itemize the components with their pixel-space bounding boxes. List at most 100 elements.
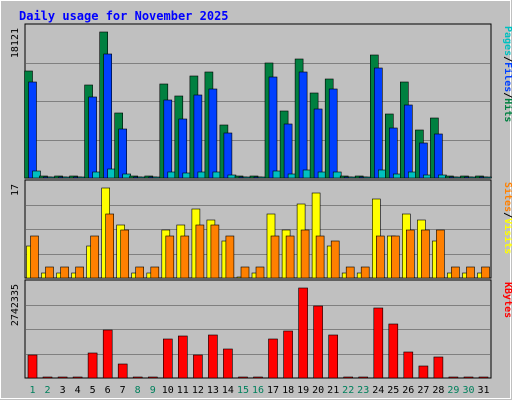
bar-sites-day-30 <box>466 266 475 279</box>
day-label-5: 5 <box>90 385 96 396</box>
panel-kbytes: 2742335 KBytes <box>10 279 512 379</box>
day-label-14: 14 <box>222 385 234 396</box>
bar-pages-day-8 <box>137 176 146 179</box>
bar-sites-day-28 <box>436 229 445 279</box>
axis-max-label: 18121 <box>10 28 21 58</box>
day-label-13: 13 <box>207 385 219 396</box>
day-label-11: 11 <box>177 385 189 396</box>
bar-kbytes-day-23 <box>358 376 369 379</box>
bar-sites-day-20 <box>315 235 325 279</box>
bar-kbytes-day-9 <box>148 376 158 379</box>
day-label-8: 8 <box>135 385 141 396</box>
bar-files-day-21 <box>328 88 338 179</box>
bar-files-day-13 <box>208 88 218 179</box>
bar-kbytes-day-8 <box>132 376 143 379</box>
bar-pages-day-26 <box>407 171 417 179</box>
bar-pages-day-21 <box>332 171 342 179</box>
bar-sites-day-10 <box>165 235 175 279</box>
day-label-18: 18 <box>282 385 294 396</box>
legend-entry-pages: Pages <box>502 26 512 56</box>
day-label-12: 12 <box>192 385 204 396</box>
bar-files-day-11 <box>178 118 188 179</box>
bar-kbytes-day-20 <box>313 305 323 379</box>
day-label-15: 15 <box>237 385 249 396</box>
bar-kbytes-day-6 <box>102 329 113 379</box>
day-label-16: 16 <box>252 385 264 396</box>
legend-kbytes: KBytes <box>502 282 512 318</box>
bar-files-day-12 <box>193 94 203 179</box>
bar-sites-day-18 <box>285 235 295 279</box>
legend-entry-kbytes: KBytes <box>502 282 512 318</box>
bar-kbytes-day-1 <box>27 354 38 379</box>
bar-pages-day-20 <box>317 171 327 179</box>
bar-sites-day-31 <box>481 266 490 279</box>
bar-files-day-10 <box>163 99 173 179</box>
legend-visits-sites: Sites/Visits <box>502 182 512 254</box>
bar-kbytes-day-17 <box>268 338 278 379</box>
bar-kbytes-day-16 <box>253 376 263 379</box>
day-label-20: 20 <box>312 385 324 396</box>
bar-kbytes-day-2 <box>42 376 53 379</box>
legend-entry-sites: Sites <box>502 182 512 212</box>
bar-sites-day-23 <box>360 266 370 279</box>
day-label-29: 29 <box>447 385 459 396</box>
day-label-7: 7 <box>120 385 126 396</box>
bar-kbytes-day-13 <box>208 334 218 379</box>
bar-kbytes-day-27 <box>418 365 429 379</box>
bar-files-day-19 <box>298 71 308 179</box>
day-label-26: 26 <box>402 385 414 396</box>
day-label-23: 23 <box>357 385 369 396</box>
bar-sites-day-17 <box>270 235 280 279</box>
legend-separator: / <box>502 92 512 98</box>
day-label-30: 30 <box>462 385 474 396</box>
bar-files-day-6 <box>103 53 112 179</box>
day-label-17: 17 <box>267 385 279 396</box>
bar-sites-day-9 <box>150 266 160 279</box>
bar-sites-day-4 <box>75 266 84 279</box>
bar-sites-day-6 <box>105 213 114 279</box>
bar-sites-day-19 <box>300 229 310 279</box>
bar-sites-day-12 <box>195 224 205 279</box>
axis-max-label: 2742335 <box>10 284 21 326</box>
bar-files-day-20 <box>313 108 323 179</box>
day-label-24: 24 <box>372 385 384 396</box>
bar-kbytes-day-30 <box>463 376 474 379</box>
bar-files-day-25 <box>388 127 398 179</box>
day-label-27: 27 <box>417 385 429 396</box>
day-labels: 1 2 3 4 5 6 7 8 9 10 11 12 13 14 15 16 17 18 19 20 21 22 23 24 2… <box>29 385 489 396</box>
bar-kbytes-day-14 <box>223 348 233 379</box>
bar-kbytes-day-28 <box>433 356 444 379</box>
bar-pages-day-31 <box>483 176 492 179</box>
legend-entry-visits: Visits <box>502 218 512 254</box>
bar-sites-day-16 <box>255 266 265 279</box>
day-label-3: 3 <box>60 385 66 396</box>
day-label-31: 31 <box>477 385 489 396</box>
bar-files-day-5 <box>88 96 97 179</box>
bar-sites-day-29 <box>451 266 460 279</box>
bar-kbytes-day-12 <box>193 354 203 379</box>
bar-kbytes-day-15 <box>238 376 248 379</box>
bar-pages-day-17 <box>272 170 282 179</box>
bar-sites-day-27 <box>421 229 430 279</box>
day-label-2: 2 <box>44 385 50 396</box>
bar-kbytes-day-29 <box>448 376 459 379</box>
legend-entry-files: Files <box>502 62 512 92</box>
bar-files-day-1 <box>28 81 37 179</box>
bar-files-day-17 <box>268 76 278 179</box>
bar-kbytes-day-10 <box>163 338 173 379</box>
bar-sites-day-3 <box>60 266 69 279</box>
day-label-21: 21 <box>327 385 339 396</box>
day-label-19: 19 <box>297 385 309 396</box>
bar-kbytes-day-18 <box>283 330 293 379</box>
bar-sites-day-7 <box>120 229 129 279</box>
bar-kbytes-day-22 <box>343 376 354 379</box>
chart-title: Daily usage for November 2025 <box>19 9 229 23</box>
bar-sites-day-21 <box>330 240 340 279</box>
day-label-6: 6 <box>105 385 111 396</box>
day-label-9: 9 <box>150 385 156 396</box>
bar-kbytes-day-26 <box>403 351 414 379</box>
bar-sites-day-13 <box>210 224 220 279</box>
day-label-28: 28 <box>432 385 444 396</box>
